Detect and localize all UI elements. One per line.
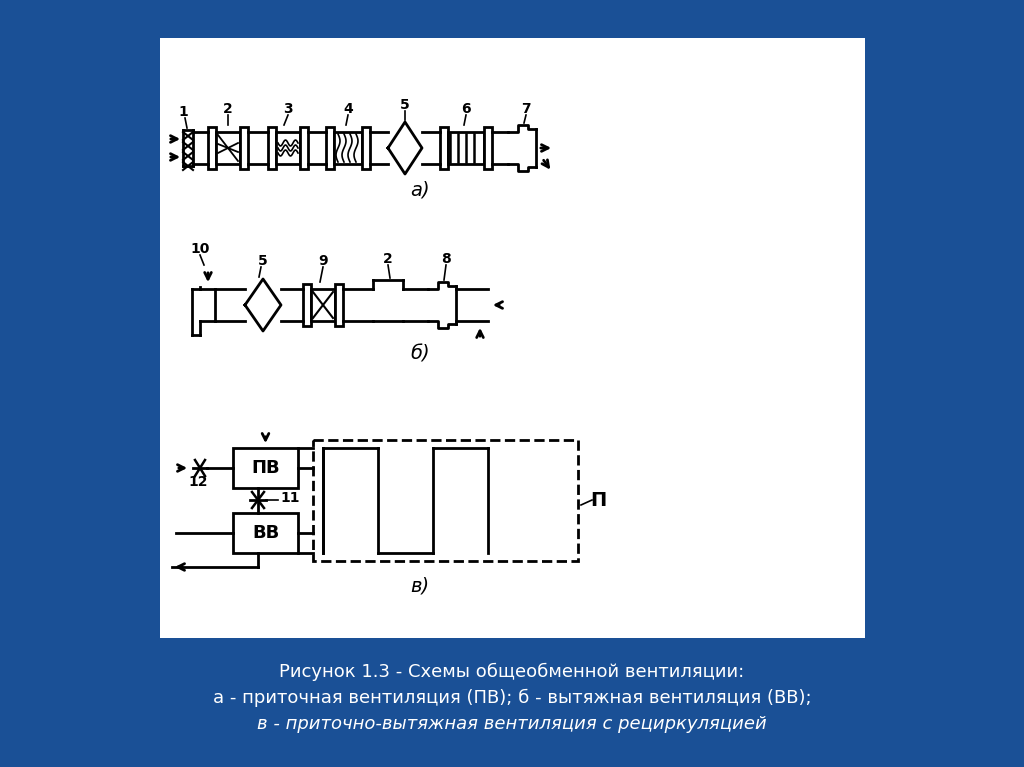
Bar [313,440,578,561]
Bar [233,448,298,488]
Text: 4: 4 [343,102,353,116]
Bar [449,132,484,164]
Bar [208,127,216,169]
Text: 5: 5 [400,98,410,112]
Text: а - приточная вентиляция (ПВ); б - вытяжная вентиляция (ВВ);: а - приточная вентиляция (ПВ); б - вытяж… [213,689,811,707]
Bar [362,127,370,169]
Text: 1: 1 [178,105,187,119]
Polygon shape [388,122,422,174]
Bar [440,127,449,169]
Text: а): а) [411,181,430,200]
Bar [276,132,300,164]
Bar [311,289,335,321]
Text: 5: 5 [258,254,268,268]
Text: 2: 2 [223,102,232,116]
Text: ВВ: ВВ [252,524,280,542]
Text: ПВ: ПВ [251,459,280,477]
Bar [268,127,276,169]
Bar [240,127,248,169]
Text: 6: 6 [461,102,471,116]
Text: 8: 8 [441,252,451,266]
Text: Рисунок 1.3 - Схемы общеобменной вентиляции:: Рисунок 1.3 - Схемы общеобменной вентиля… [280,663,744,681]
Bar [300,127,308,169]
Text: 9: 9 [318,254,328,268]
Text: 7: 7 [521,102,530,116]
Text: в): в) [411,576,429,595]
Bar [326,127,334,169]
Bar [160,38,865,638]
Bar [334,132,362,164]
Text: 2: 2 [383,252,393,266]
Bar [335,284,343,326]
Text: в - приточно-вытяжная вентиляция с рециркуляцией: в - приточно-вытяжная вентиляция с рецир… [257,715,767,733]
Bar [233,513,298,553]
Text: 3: 3 [284,102,293,116]
Text: б): б) [411,345,430,364]
Bar [216,132,240,164]
Text: 11: 11 [280,491,299,505]
Bar [484,127,492,169]
Text: 10: 10 [190,242,210,256]
Text: П: П [590,491,606,509]
Polygon shape [245,279,281,331]
Bar [303,284,311,326]
Text: 12: 12 [188,475,208,489]
